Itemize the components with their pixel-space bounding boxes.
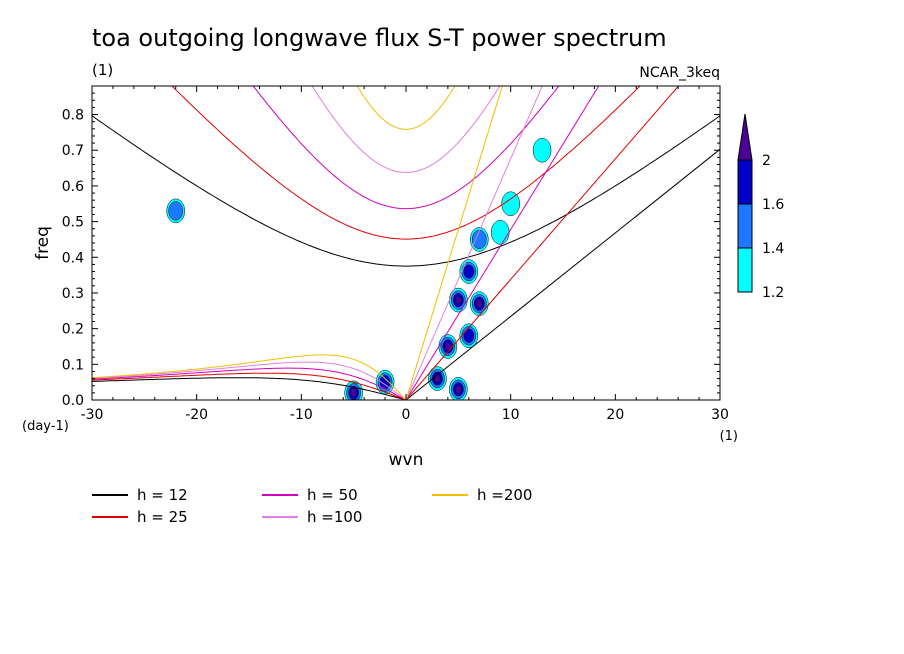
dispersion-curves [92,86,720,400]
y-tick-label: 0.1 [62,357,84,373]
x-axis: -30 -20 -10 0 10 20 30 [81,86,729,423]
colorbar-box [737,159,753,205]
dispersion-curve-kelvin [405,86,680,400]
significance-region [471,229,487,250]
y-tick-label: 0.8 [62,108,84,124]
significance-region [463,264,475,279]
significance-region [490,220,510,245]
y-axis-label: freq [33,226,53,260]
dispersion-curve-kelvin [405,86,600,400]
significance-region [463,328,475,343]
plot-frame [91,85,721,401]
chart-title: toa outgoing longwave flux S-T power spe… [92,24,667,52]
dispersion-curve-kelvin [405,86,543,400]
y-tick-label: 0.7 [62,143,84,159]
dispersion-curve-ig [171,86,641,240]
y-tick-label: 0.2 [62,322,84,338]
chart-subtitle-right: NCAR_3keq [639,65,720,81]
colorbar-label: 2 [762,153,771,169]
x-axis-unit: (1) [720,429,738,444]
significance-region [444,342,452,351]
significance-regions [166,137,552,400]
colorbar-label: 1.6 [762,197,784,213]
dispersion-curve-kelvin [405,148,720,400]
dispersion-curve-rossby [92,377,407,400]
y-axis-unit: (day-1) [22,419,69,434]
legend-label: h =200 [477,486,532,504]
significance-region [350,388,357,398]
y-tick-label: 0.6 [62,179,84,195]
x-tick-label: -30 [81,407,104,423]
x-tick-label: 30 [711,407,729,423]
x-tick-label: 10 [502,407,520,423]
colorbar-box [737,247,753,293]
legend-label: h = 25 [137,508,188,526]
x-tick-label: -10 [290,407,313,423]
significance-region [455,295,462,305]
dispersion-curve-rossby [92,372,407,400]
significance-region [475,299,483,308]
x-tick-label: 0 [402,407,411,423]
dispersion-curve-kelvin [405,86,503,400]
legend-label: h = 50 [307,486,358,504]
dispersion-curve-ig [92,115,720,267]
x-tick-label: 20 [606,407,624,423]
significance-region [168,201,184,221]
colorbar-label: 1.4 [762,241,784,257]
significance-region [501,191,520,216]
legend-label: h = 12 [137,486,188,504]
dispersion-curve-ig [356,86,456,130]
dispersion-curve-ig [252,86,560,210]
legend: h = 12 h = 25 h = 50 h =100 h =200 [92,486,532,526]
y-tick-label: 0.4 [62,250,84,266]
x-tick-label: -20 [185,407,208,423]
dispersion-curve-rossby [92,367,407,400]
colorbar-box [737,203,753,249]
colorbar-arrow [737,113,753,161]
x-axis-label: wvn [389,450,424,470]
dispersion-curve-rossby [92,354,407,400]
significance-region [434,374,441,383]
colorbar: 1.2 1.4 1.6 2 [737,113,784,301]
significance-region [455,384,462,394]
y-tick-label: 0.5 [62,215,84,231]
chart-subtitle-left: (1) [92,61,113,79]
y-tick-label: 0.3 [62,286,84,302]
dispersion-curve-rossby [92,361,407,400]
y-axis: 0.0 0.1 0.2 0.3 0.4 0.5 0.6 0.7 0.8 [62,85,720,409]
dispersion-curve-ig [311,86,501,173]
colorbar-label: 1.2 [762,285,784,301]
y-tick-label: 0.0 [62,393,84,409]
legend-label: h =100 [307,508,362,526]
significance-region [532,137,552,163]
